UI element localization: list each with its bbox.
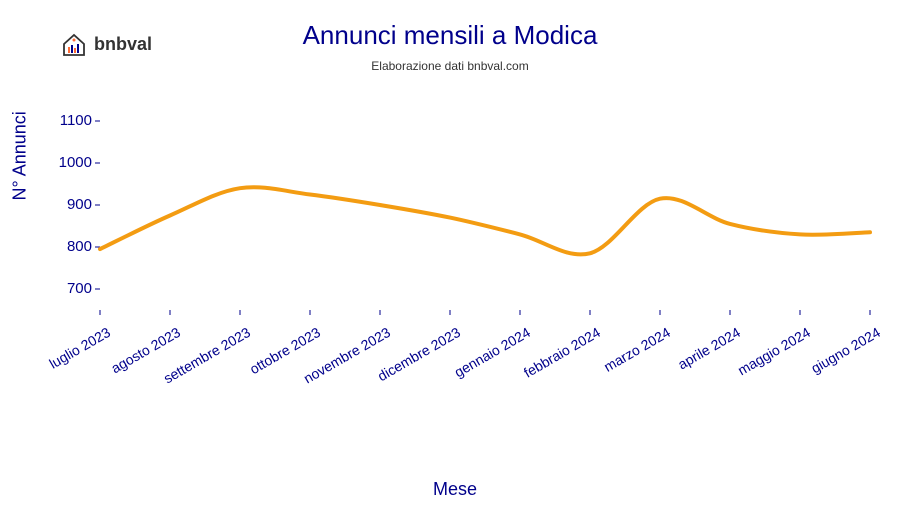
chart-container: N° Annunci 70080090010001100 luglio 2023…	[30, 100, 880, 480]
plot-area	[100, 100, 870, 310]
house-chart-icon	[60, 30, 88, 58]
brand-name: bnbval	[94, 34, 152, 55]
chart-subtitle: Elaborazione dati bnbval.com	[0, 59, 900, 73]
y-tick-label: 900	[52, 196, 92, 213]
data-line	[100, 187, 870, 254]
y-axis-label: N° Annunci	[10, 111, 31, 200]
x-axis-label: Mese	[433, 479, 477, 500]
y-tick-label: 1100	[52, 112, 92, 129]
y-tick-label: 700	[52, 280, 92, 297]
brand-logo: bnbval	[60, 30, 152, 58]
y-tick-label: 800	[52, 238, 92, 255]
y-tick-label: 1000	[52, 154, 92, 171]
